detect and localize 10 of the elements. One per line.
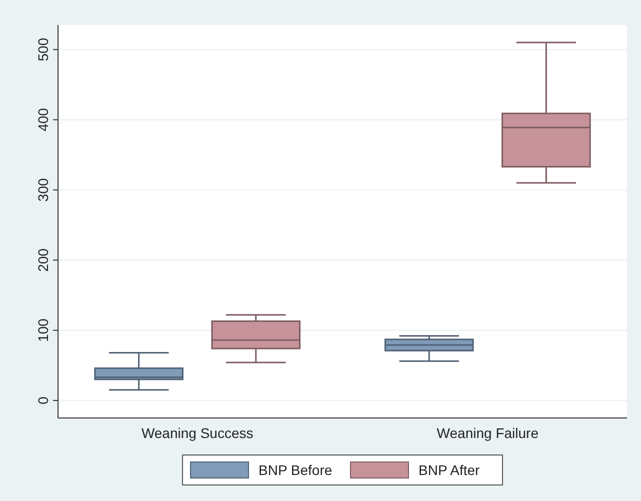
y-tick-label: 400	[35, 108, 51, 132]
legend-label: BNP After	[418, 462, 480, 478]
y-tick-label: 300	[35, 178, 51, 202]
y-tick-label: 500	[35, 38, 51, 62]
x-tick-label: Weaning Failure	[436, 425, 539, 441]
y-tick-label: 0	[35, 396, 51, 404]
y-tick-label: 100	[35, 318, 51, 342]
legend-label: BNP Before	[258, 462, 332, 478]
y-tick-label: 200	[35, 248, 51, 272]
x-tick-label: Weaning Success	[141, 425, 254, 441]
